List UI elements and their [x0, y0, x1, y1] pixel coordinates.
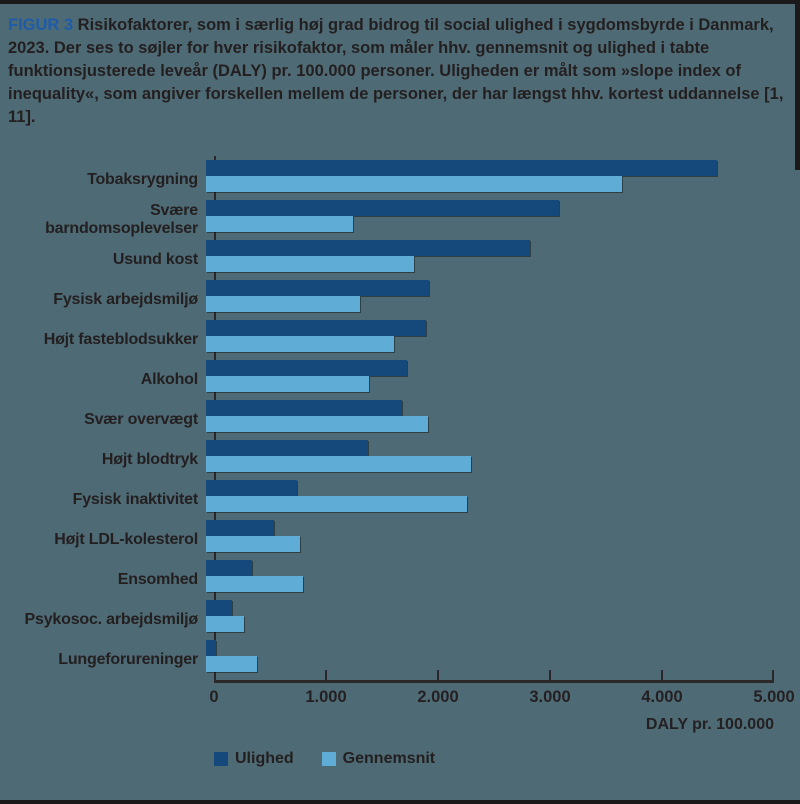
- bar-group: [206, 320, 800, 352]
- page-edge: [795, 0, 800, 170]
- x-tick: [549, 670, 551, 683]
- category-label: Fysisk inaktivitet: [72, 491, 199, 508]
- category-label: Tobaksrygning: [87, 171, 198, 188]
- category-label: Lungeforureninger: [58, 651, 198, 668]
- gennemsnit-bar: [206, 216, 354, 232]
- bar-group: [206, 640, 800, 672]
- bar-group: [206, 240, 800, 272]
- bar-row: Lungeforureninger: [0, 640, 800, 680]
- bar-row: Psykosoc. arbejdsmiljø: [0, 600, 800, 640]
- x-tick-label: 0: [209, 688, 219, 706]
- ulighed-bar: [206, 560, 253, 576]
- category-label: Højt LDL-kolesterol: [54, 531, 198, 548]
- ulighed-bar: [206, 640, 216, 656]
- gennemsnit-bar: [206, 176, 622, 192]
- gennemsnit-bar: [206, 456, 471, 472]
- category-label: Højt blodtryk: [101, 451, 198, 468]
- x-tick: [437, 670, 439, 683]
- x-tick-label: 5.000: [753, 688, 795, 706]
- bar-row: Usund kost: [0, 240, 800, 280]
- ulighed-bar: [206, 280, 430, 296]
- category-label: Svær overvægt: [84, 411, 198, 428]
- ulighed-bar: [206, 480, 298, 496]
- gennemsnit-bar: [206, 536, 300, 552]
- chart-plot-area: Tobaksrygning Svære barndomsoplevelser Usu…: [0, 156, 800, 680]
- chart-rows: Tobaksrygning Svære barndomsoplevelser Usu…: [0, 160, 800, 680]
- gennemsnit-bar: [206, 576, 304, 592]
- gennemsnit-bar: [206, 296, 361, 312]
- bar-row: Højt blodtryk: [0, 440, 800, 480]
- x-tick-label: 1.000: [305, 688, 347, 706]
- category-label: Alkohol: [140, 371, 198, 388]
- gennemsnit-bar: [206, 256, 414, 272]
- bar-group: [206, 200, 800, 232]
- figure-caption-block: FIGUR 3 Risikofaktorer, som i særlig høj…: [0, 0, 800, 129]
- bar-row: Svære barndomsoplevelser: [0, 200, 800, 240]
- bar-row: Højt fasteblodsukker: [0, 320, 800, 360]
- category-label: Usund kost: [112, 251, 198, 268]
- gennemsnit-bar: [206, 656, 258, 672]
- ulighed-bar: [206, 320, 426, 336]
- category-label: Psykosoc. arbejdsmiljø: [24, 611, 199, 628]
- legend-label: Gennemsnit: [342, 750, 436, 767]
- bar-group: [206, 600, 800, 632]
- category-label: Svære barndomsoplevelser: [45, 202, 198, 237]
- ulighed-bar: [206, 160, 717, 176]
- bar-row: Alkohol: [0, 360, 800, 400]
- bar-row: Tobaksrygning: [0, 160, 800, 200]
- bar-row: Svær overvægt: [0, 400, 800, 440]
- gennemsnit-bar: [206, 616, 245, 632]
- bar-group: [206, 280, 800, 312]
- category-label: Højt fasteblodsukker: [43, 331, 198, 348]
- bar-group: [206, 360, 800, 392]
- bar-row: Højt LDL-kolesterol: [0, 520, 800, 560]
- x-tick: [325, 670, 327, 683]
- gennemsnit-bar: [206, 496, 468, 512]
- ulighed-bar: [206, 440, 368, 456]
- ulighed-bar: [206, 600, 233, 616]
- x-axis: [214, 670, 774, 683]
- gennemsnit-bar: [206, 376, 369, 392]
- legend-label: Ulighed: [235, 750, 294, 767]
- bar-group: [206, 520, 800, 552]
- ulighed-bar: [206, 360, 407, 376]
- figure-label: FIGUR 3: [8, 16, 74, 34]
- ulighed-swatch: [214, 752, 228, 766]
- bar-group: [206, 400, 800, 432]
- category-label: Fysisk arbejdsmiljø: [53, 291, 198, 308]
- bar-group: [206, 440, 800, 472]
- ulighed-bar: [206, 520, 274, 536]
- bar-group: [206, 480, 800, 512]
- figure-caption-text: Risikofaktorer, som i særlig høj grad bi…: [8, 16, 784, 126]
- legend: Ulighed Gennemsnit: [214, 750, 800, 768]
- x-tick: [772, 670, 774, 683]
- legend-item-ulighed: Ulighed: [214, 750, 294, 768]
- x-tick-label: 3.000: [529, 688, 571, 706]
- x-tick: [661, 670, 663, 683]
- ulighed-bar: [206, 400, 403, 416]
- bar-row: Fysisk inaktivitet: [0, 480, 800, 520]
- ulighed-bar: [206, 240, 531, 256]
- gennemsnit-bar: [206, 416, 429, 432]
- bar-row: Fysisk arbejdsmiljø: [0, 280, 800, 320]
- x-tick-label: 4.000: [641, 688, 683, 706]
- bottom-border: [0, 800, 800, 804]
- top-border: [0, 0, 800, 4]
- bar-row: Ensomhed: [0, 560, 800, 600]
- gennemsnit-swatch: [321, 752, 336, 766]
- legend-item-gennemsnit: Gennemsnit: [321, 750, 436, 768]
- x-tick-labels: 0 1.000 2.000 3.000 4.000 5.000: [209, 688, 794, 712]
- bar-group: [206, 160, 800, 192]
- bar-chart: Tobaksrygning Svære barndomsoplevelser Usu…: [0, 156, 800, 768]
- gennemsnit-bar: [206, 336, 394, 352]
- x-tick-label: 2.000: [417, 688, 459, 706]
- bar-group: [206, 560, 800, 592]
- ulighed-bar: [206, 200, 559, 216]
- x-axis-caption: DALY pr. 100.000: [645, 716, 774, 733]
- category-label: Ensomhed: [117, 571, 198, 588]
